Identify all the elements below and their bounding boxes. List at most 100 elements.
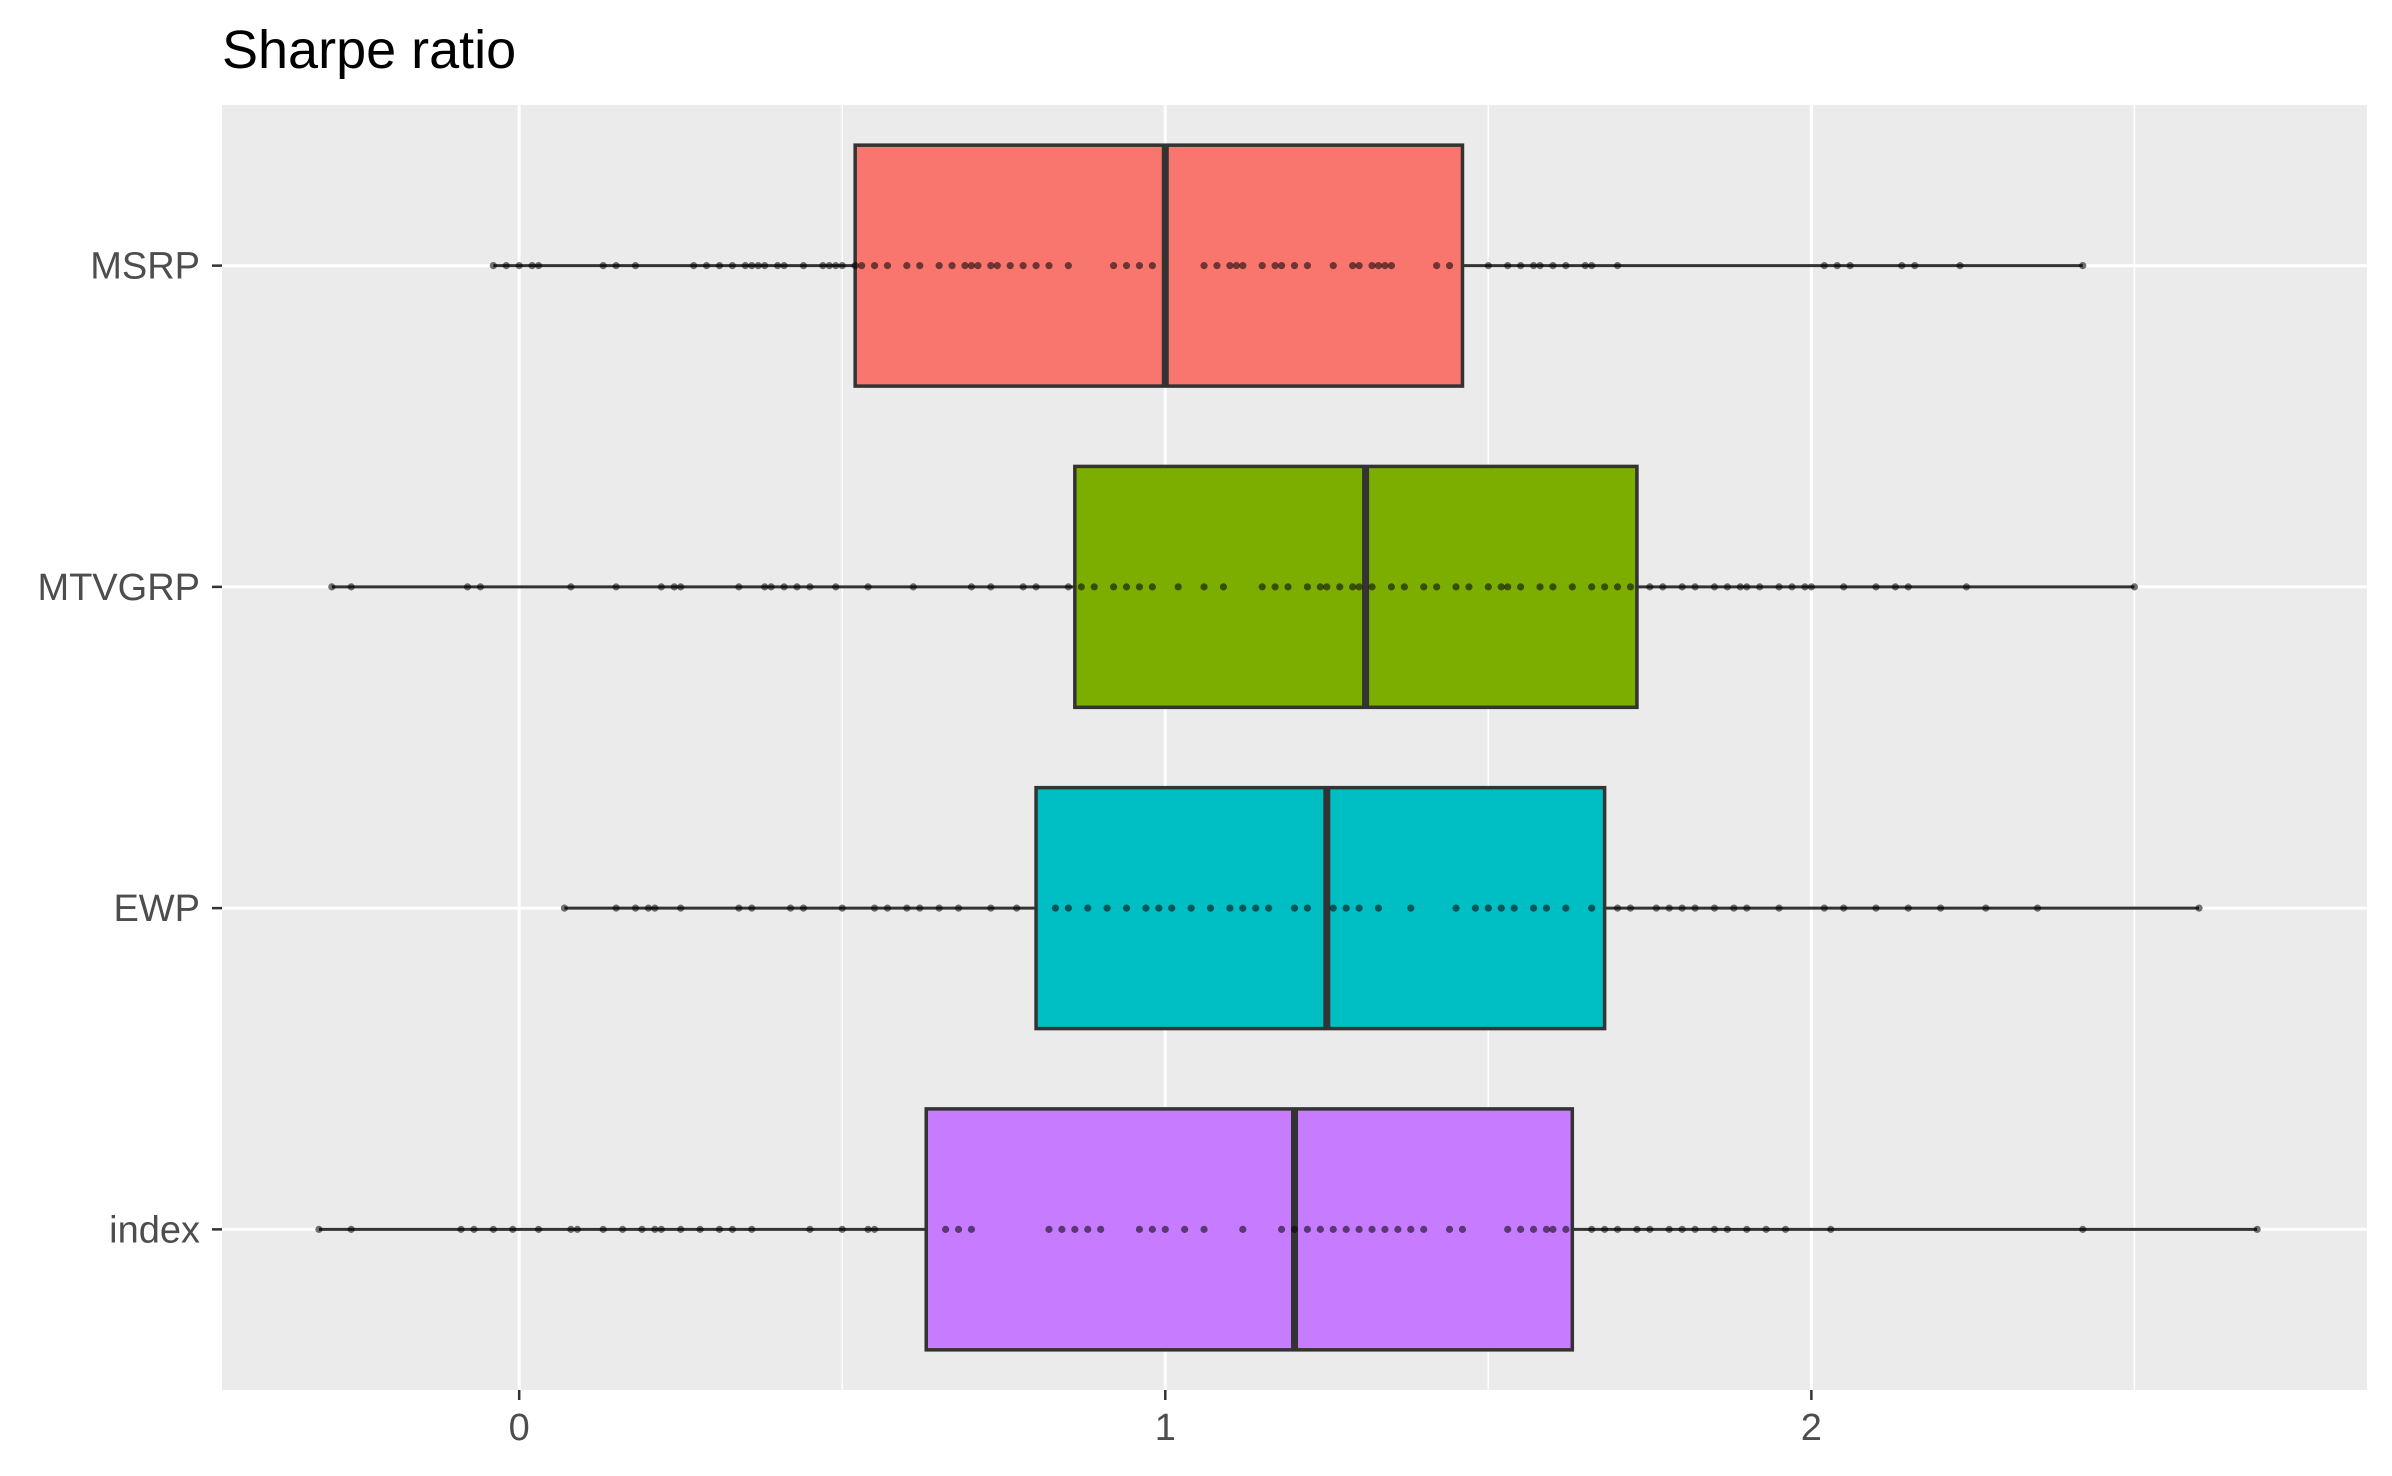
data-point [954,904,963,912]
data-point [1239,262,1247,270]
data-point [1329,1225,1337,1233]
data-point [761,262,769,270]
x-tick-label: 0 [509,1407,530,1449]
data-point [987,262,995,270]
data-point [1433,583,1441,591]
data-point [476,583,485,591]
data-point [1103,904,1111,912]
box-MTVGRP [328,464,2139,710]
data-point [1691,1225,1699,1233]
data-point [677,904,685,912]
data-point [1097,1225,1105,1233]
data-point [1077,583,1085,591]
data-point [1497,904,1505,912]
data-point [767,583,775,591]
data-point [1678,904,1686,912]
data-point [631,262,640,270]
data-point [690,262,698,270]
data-point [903,904,911,912]
data-point [967,1225,976,1233]
data-point [1898,262,1906,270]
data-point [599,1225,607,1233]
data-point [799,904,808,912]
data-point [967,262,976,270]
box-MSRP [489,143,2087,388]
data-point [1277,1225,1286,1233]
data-point [870,904,879,912]
data-point [1329,904,1337,912]
data-point [1122,583,1131,591]
data-point [1872,904,1880,912]
data-point [1174,583,1182,591]
data-point [1827,1225,1835,1233]
data-point [916,904,924,912]
data-point [819,262,827,270]
data-point [1290,904,1299,912]
data-point [1807,583,1815,591]
data-point [1891,583,1899,591]
data-point [1064,904,1072,912]
data-point [1168,904,1176,912]
data-point [1355,583,1363,591]
data-point [1394,1225,1402,1233]
data-point [631,904,640,912]
data-point [1452,583,1460,591]
data-point [715,1225,724,1233]
data-point [1374,904,1383,912]
data-point [1355,262,1363,270]
data-point [1420,583,1428,591]
data-point [1258,262,1266,270]
data-point [1588,904,1596,912]
data-point [1084,1225,1092,1233]
data-point [1678,1225,1686,1233]
data-point [528,262,536,270]
data-point [1084,904,1092,912]
data-point [774,262,782,270]
data-point [1019,583,1027,591]
data-point [1316,1225,1324,1233]
data-point [935,262,943,270]
data-point [470,1225,478,1233]
data-point [1484,583,1492,591]
data-point [1445,262,1454,270]
data-point [1562,904,1570,912]
box-iqr [924,1107,1575,1352]
data-point [864,1225,872,1233]
data-point [1542,904,1551,912]
y-tick-label: MSRP [90,246,200,288]
data-point [1833,262,1841,270]
data-point [1626,583,1635,591]
data-point [1588,262,1596,270]
data-point [534,1225,543,1233]
data-point [1665,1225,1673,1233]
data-point [347,1225,355,1233]
data-point [1872,583,1880,591]
data-point [780,262,788,270]
data-point [903,262,911,270]
data-point [786,904,795,912]
data-point [806,583,814,591]
data-point [1581,262,1589,270]
data-point [612,583,620,591]
data-point [909,583,917,591]
data-point [870,262,879,270]
data-point [1181,1225,1189,1233]
data-point [1303,583,1312,591]
x-tick-label: 2 [1801,1407,1822,1449]
data-point [1484,262,1492,270]
data-point [1517,262,1525,270]
data-point [1723,583,1731,591]
data-point [1678,583,1686,591]
data-point [1387,583,1396,591]
data-point [838,262,846,270]
data-point [657,583,665,591]
data-point [1013,904,1021,912]
data-point [1239,904,1247,912]
data-point [1613,1225,1622,1233]
data-point [1529,1225,1538,1233]
data-point [1588,1225,1596,1233]
data-point [1484,904,1492,912]
data-point [1743,1225,1751,1233]
data-point [1045,262,1053,270]
data-point [2253,1225,2261,1233]
